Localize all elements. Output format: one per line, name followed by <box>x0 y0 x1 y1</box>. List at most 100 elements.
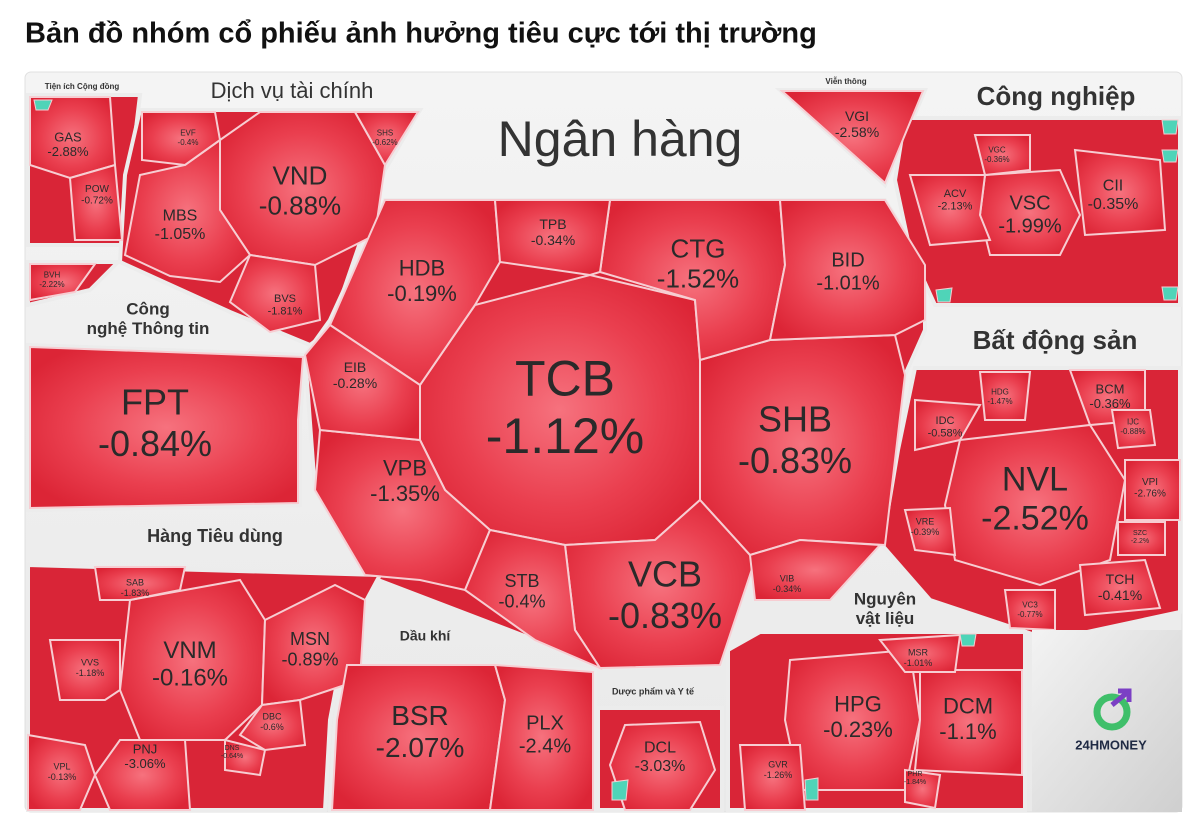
small-cell <box>1161 119 1179 135</box>
stock-cells <box>27 90 1181 811</box>
stock-cell <box>488 663 594 811</box>
stock-ticker: SAB <box>126 577 144 587</box>
stock-cell <box>904 768 942 810</box>
stock-change: -0.83% <box>608 595 722 636</box>
stock-cell <box>353 111 420 167</box>
stock-ticker: BVH <box>44 271 61 280</box>
stock-cell <box>29 345 305 510</box>
stock-change: -1.35% <box>370 481 440 506</box>
stock-change: -0.58% <box>928 428 963 440</box>
stock-cell <box>463 528 603 671</box>
stock-ticker: SZC <box>1133 530 1147 537</box>
logo-text: 24HMONEY <box>1075 737 1147 752</box>
stock-change: -1.26% <box>764 770 793 780</box>
stock-cell <box>978 371 1032 421</box>
stock-cell <box>913 669 1023 777</box>
stock-cell <box>1117 521 1166 556</box>
stock-ticker: EIB <box>344 359 367 375</box>
sector-name: Dịch vụ tài chính <box>211 78 374 103</box>
stock-change: -0.77% <box>1017 610 1042 619</box>
stock-cell <box>1110 409 1157 450</box>
sector-name: Ngân hàng <box>498 111 743 167</box>
stock-ticker: VRE <box>916 516 935 526</box>
stock-ticker: DCL <box>644 739 676 756</box>
stock-ticker: HDB <box>399 256 445 281</box>
stock-change: -1.52% <box>657 263 739 293</box>
stock-cell <box>238 698 307 752</box>
stock-change: -0.83% <box>738 440 852 481</box>
stock-ticker: POW <box>85 184 109 195</box>
sector-name: vật liệu <box>856 609 915 628</box>
stock-cell <box>228 253 322 334</box>
stock-ticker: VNM <box>163 637 216 664</box>
stock-cell <box>93 566 187 601</box>
small-cell <box>33 99 53 111</box>
stock-change: -3.03% <box>635 758 686 775</box>
stock-ticker: IJC <box>1127 418 1139 427</box>
stock-ticker: VCB <box>628 554 702 595</box>
stock-ticker: FPT <box>121 382 189 423</box>
stock-ticker: VND <box>273 161 328 191</box>
stock-cell <box>303 323 421 442</box>
stock-ticker: SHB <box>758 399 832 440</box>
stock-cell <box>29 263 97 302</box>
sector-name: Công nghiệp <box>977 81 1136 111</box>
stock-ticker: CTG <box>671 234 726 264</box>
stock-ticker: SHS <box>377 129 393 138</box>
stock-cell <box>493 199 612 277</box>
sector-name: nghệ Thông tin <box>87 319 210 338</box>
page-title: Bản đồ nhóm cổ phiếu ảnh hưởng tiêu cực … <box>25 18 817 50</box>
stock-cell <box>748 538 883 601</box>
stock-change: -2.4% <box>519 735 571 757</box>
stock-ticker: TCB <box>515 351 615 407</box>
stock-cell <box>738 744 807 811</box>
stock-change: -2.76% <box>1134 489 1166 500</box>
stock-change: -1.12% <box>486 408 644 464</box>
stock-ticker: PLX <box>526 712 564 734</box>
stock-ticker: DCM <box>943 694 993 719</box>
stock-ticker: IDC <box>936 415 955 427</box>
small-cell <box>959 633 977 647</box>
stock-cell <box>914 398 982 452</box>
sector-name: Dầu khí <box>400 628 452 644</box>
stock-change: -0.84% <box>98 423 212 464</box>
stock-change: -0.4% <box>498 592 545 612</box>
stock-ticker: VPB <box>383 456 427 481</box>
stock-cell <box>973 134 1031 177</box>
stock-cell <box>903 506 957 557</box>
stock-change: -1.1% <box>939 719 996 744</box>
sector-name: Bất động sản <box>973 325 1138 355</box>
small-cell <box>935 287 953 303</box>
stock-change: -1.99% <box>998 215 1062 237</box>
stock-cell <box>608 720 717 811</box>
stock-ticker: GVR <box>768 759 788 769</box>
stock-change: -0.35% <box>1088 196 1139 213</box>
stock-ticker: ACV <box>944 188 967 200</box>
sector-name: Hàng Tiêu dùng <box>147 526 283 546</box>
stock-cell <box>1073 148 1167 237</box>
stock-cell <box>779 90 925 185</box>
stock-change: -0.41% <box>1098 587 1142 603</box>
stock-ticker: BID <box>831 249 864 271</box>
stock-ticker: VVS <box>81 657 99 667</box>
stock-ticker: HPG <box>834 692 882 717</box>
logo: 24HMONEY <box>1032 630 1182 812</box>
stock-ticker: EVF <box>180 129 196 138</box>
stock-change: -0.34% <box>531 232 575 248</box>
stock-ticker: VGC <box>988 146 1006 155</box>
stock-cell <box>27 733 97 811</box>
stock-ticker: VSC <box>1009 192 1050 214</box>
stock-change: -1.05% <box>155 226 206 243</box>
stock-ticker: MBS <box>163 207 198 224</box>
stock-change: -2.2% <box>1131 538 1149 545</box>
stock-change: -0.4% <box>178 138 199 147</box>
stock-change: -0.39% <box>911 527 940 537</box>
stock-change: -2.88% <box>47 144 89 159</box>
stock-cell <box>768 199 926 342</box>
stock-ticker: MSR <box>908 647 929 657</box>
sector-name: Công <box>126 299 169 318</box>
stock-ticker: TPB <box>539 216 566 232</box>
stock-change: -2.13% <box>938 201 973 213</box>
